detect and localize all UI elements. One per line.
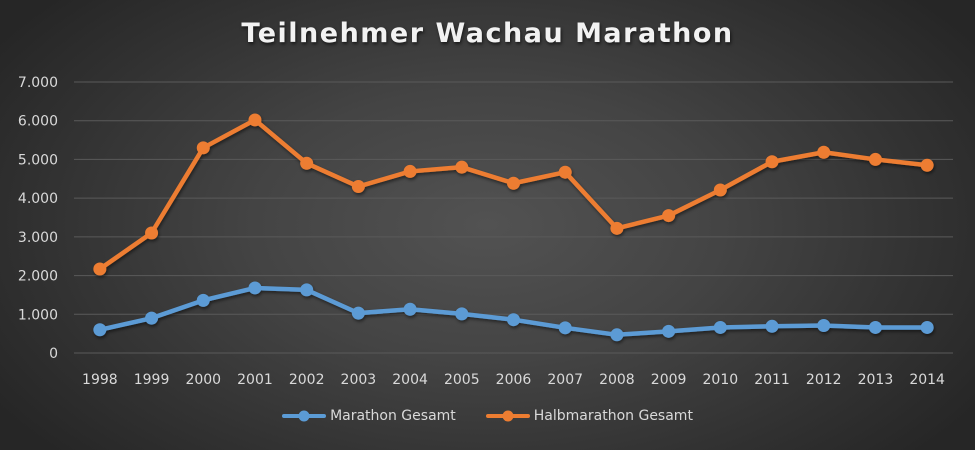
data-point[interactable] bbox=[403, 164, 417, 178]
data-point[interactable] bbox=[93, 262, 107, 276]
data-point[interactable] bbox=[817, 319, 831, 333]
data-point[interactable] bbox=[558, 165, 572, 179]
data-point[interactable] bbox=[920, 320, 934, 334]
x-tick-label: 2010 bbox=[703, 372, 739, 388]
legend-item-marathon[interactable]: Marathon Gesamt bbox=[282, 408, 456, 424]
data-point[interactable] bbox=[455, 307, 469, 321]
x-tick-label: 2007 bbox=[547, 372, 583, 388]
legend-label: Marathon Gesamt bbox=[330, 408, 456, 424]
data-point[interactable] bbox=[403, 302, 417, 316]
x-tick-label: 2002 bbox=[289, 372, 325, 388]
y-tick-label: 2.000 bbox=[18, 269, 58, 285]
x-tick-label: 1999 bbox=[134, 372, 170, 388]
data-point[interactable] bbox=[765, 155, 779, 169]
legend: Marathon Gesamt Halbmarathon Gesamt bbox=[0, 408, 975, 424]
data-point[interactable] bbox=[248, 113, 262, 127]
y-tick-label: 6.000 bbox=[18, 114, 58, 130]
y-tick-label: 7.000 bbox=[18, 75, 58, 91]
data-point[interactable] bbox=[662, 209, 676, 223]
x-tick-label: 2005 bbox=[444, 372, 480, 388]
x-tick-label: 2012 bbox=[806, 372, 842, 388]
data-point[interactable] bbox=[351, 306, 365, 320]
x-tick-label: 2009 bbox=[651, 372, 687, 388]
data-point[interactable] bbox=[300, 283, 314, 297]
chart-title: Teilnehmer Wachau Marathon bbox=[241, 18, 734, 49]
data-point[interactable] bbox=[196, 293, 210, 307]
data-point[interactable] bbox=[145, 226, 159, 240]
x-tick-label: 2011 bbox=[754, 372, 790, 388]
x-tick-label: 2006 bbox=[496, 372, 532, 388]
data-point[interactable] bbox=[558, 321, 572, 335]
data-point[interactable] bbox=[610, 328, 624, 342]
data-point[interactable] bbox=[455, 160, 469, 174]
data-point[interactable] bbox=[765, 319, 779, 333]
data-point[interactable] bbox=[145, 311, 159, 325]
data-point[interactable] bbox=[300, 156, 314, 170]
x-tick-label: 1998 bbox=[82, 372, 118, 388]
x-tick-label: 2008 bbox=[599, 372, 635, 388]
x-tick-label: 2003 bbox=[341, 372, 377, 388]
data-point[interactable] bbox=[248, 281, 262, 295]
data-point[interactable] bbox=[507, 176, 520, 190]
y-tick-label: 3.000 bbox=[18, 230, 58, 246]
data-point[interactable] bbox=[507, 313, 520, 327]
data-point[interactable] bbox=[662, 324, 676, 338]
y-tick-label: 0 bbox=[49, 346, 58, 362]
legend-marker-icon bbox=[485, 410, 530, 422]
x-tick-label: 2014 bbox=[909, 372, 945, 388]
x-tick-label: 2001 bbox=[237, 372, 273, 388]
x-tick-label: 2004 bbox=[392, 372, 428, 388]
series-marathon-gesamt bbox=[93, 281, 934, 342]
y-tick-label: 5.000 bbox=[18, 152, 58, 168]
data-point[interactable] bbox=[868, 152, 882, 166]
legend-label: Halbmarathon Gesamt bbox=[533, 408, 693, 424]
x-tick-label: 2013 bbox=[858, 372, 894, 388]
data-point[interactable] bbox=[196, 141, 210, 155]
legend-marker-icon bbox=[282, 410, 327, 422]
data-point[interactable] bbox=[920, 158, 934, 172]
data-point[interactable] bbox=[713, 320, 727, 334]
x-tick-label: 2000 bbox=[185, 372, 221, 388]
series-halbmarathon-gesamt bbox=[93, 113, 934, 276]
data-point[interactable] bbox=[351, 180, 365, 194]
data-point[interactable] bbox=[868, 320, 882, 334]
y-tick-label: 4.000 bbox=[18, 191, 58, 207]
data-point[interactable] bbox=[713, 183, 727, 197]
data-point[interactable] bbox=[817, 145, 831, 159]
legend-item-halbmarathon[interactable]: Halbmarathon Gesamt bbox=[485, 408, 693, 424]
y-tick-label: 1.000 bbox=[18, 307, 58, 323]
data-point[interactable] bbox=[93, 323, 107, 337]
data-point[interactable] bbox=[610, 221, 624, 235]
